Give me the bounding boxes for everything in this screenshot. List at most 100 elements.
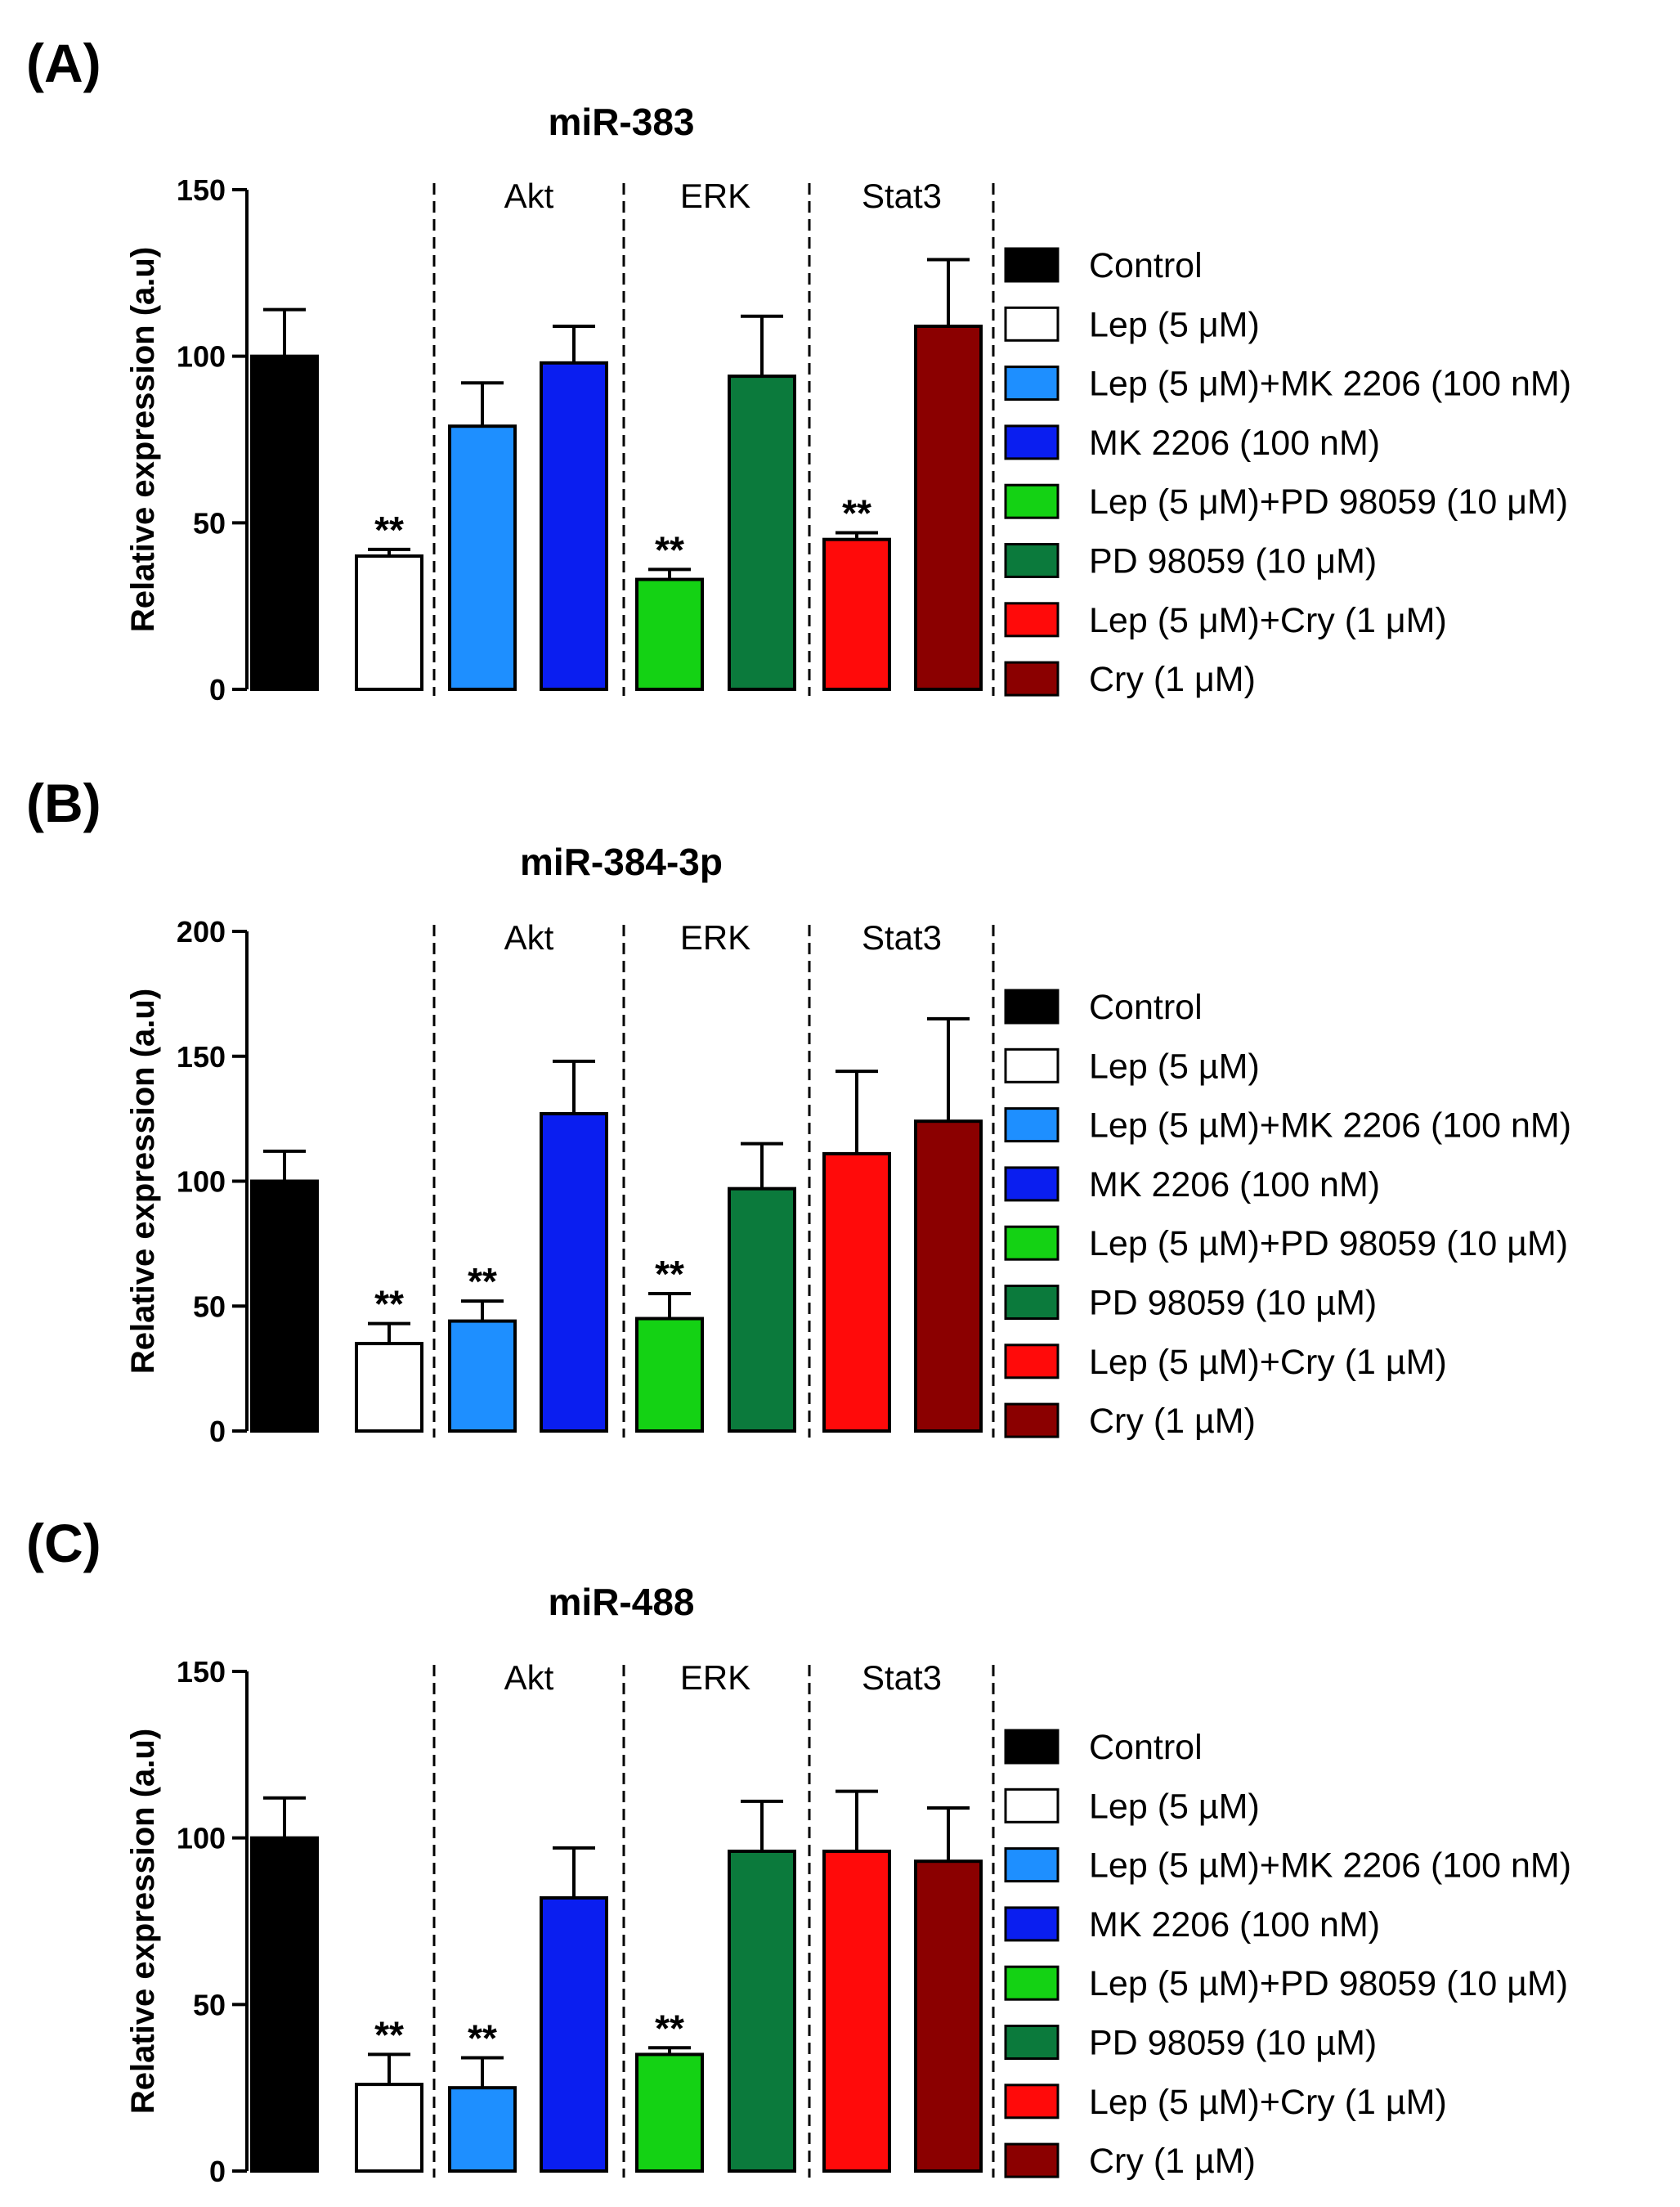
- legend-label: Lep (5 μM): [1089, 305, 1260, 344]
- group-label-stat3: Stat3: [862, 918, 942, 957]
- y-tick-label: 200: [177, 915, 226, 949]
- bar: [448, 1319, 517, 1433]
- bar: [355, 2083, 423, 2173]
- legend-swatch: [1004, 1285, 1060, 1320]
- legend-label: Lep (5 µM): [1089, 1047, 1260, 1086]
- legend-label: Control: [1089, 246, 1203, 285]
- legend-label: Cry (1 µM): [1089, 1402, 1256, 1441]
- significance-marker: **: [655, 2007, 684, 2049]
- legend-swatch: [1004, 1402, 1060, 1438]
- bar: [540, 361, 608, 691]
- bar: [448, 424, 517, 691]
- legend-swatch: [1004, 483, 1060, 519]
- legend-label: Lep (5 µM)+MK 2206 (100 nM): [1089, 1106, 1571, 1146]
- y-tick-label: 0: [209, 2155, 226, 2188]
- significance-marker: **: [468, 1260, 497, 1303]
- group-label-erk: ERK: [680, 1658, 750, 1697]
- bar: [822, 1151, 891, 1433]
- legend-swatch: [1004, 1107, 1060, 1143]
- legend-label: PD 98059 (10 µM): [1089, 1284, 1377, 1323]
- y-tick-label: 0: [209, 673, 226, 707]
- legend-label: Lep (5 μM)+PD 98059 (10 μM): [1089, 482, 1568, 522]
- legend-label: Lep (5 µM)+PD 98059 (10 µM): [1089, 1224, 1568, 1263]
- bar: [728, 1186, 796, 1433]
- group-label-stat3: Stat3: [862, 177, 942, 215]
- legend-swatch: [1004, 602, 1060, 638]
- group-label-akt: Akt: [504, 177, 554, 215]
- bar: [914, 1119, 983, 1433]
- significance-marker: **: [468, 2017, 497, 2060]
- group-label-erk: ERK: [680, 918, 750, 957]
- bar: [914, 1859, 983, 2173]
- group-label-akt: Akt: [504, 918, 554, 957]
- group-label-stat3: Stat3: [862, 1658, 942, 1697]
- chart-title: miR-383: [549, 101, 695, 143]
- legend-swatch: [1004, 1729, 1060, 1765]
- significance-marker: **: [655, 528, 684, 571]
- legend-swatch: [1004, 2084, 1060, 2120]
- significance-marker: **: [655, 1253, 684, 1295]
- bar: [822, 537, 891, 692]
- legend-label: Lep (5 µM)+Cry (1 µM): [1089, 2083, 1447, 2122]
- y-tick-label: 50: [193, 506, 226, 540]
- legend-swatch: [1004, 1847, 1060, 1883]
- chart-title: miR-488: [549, 1581, 695, 1623]
- legend-swatch: [1004, 1343, 1060, 1379]
- legend-swatch: [1004, 661, 1060, 697]
- bar: [540, 1895, 608, 2173]
- chart-panel-c: (C) miR-488 Relative expression (a.u) 0 50 10…: [26, 1513, 1571, 2188]
- chart-panel-a: (A) miR-383 Relative expression (a.u) 0 50 10…: [26, 33, 1571, 707]
- bar: [635, 2052, 704, 2173]
- y-tick-label: 150: [177, 1040, 226, 1074]
- legend-label: Lep (5 μM)+Cry (1 μM): [1089, 601, 1447, 640]
- bar: [728, 375, 796, 691]
- chart-title: miR-384-3p: [520, 841, 723, 883]
- bar: [448, 2086, 517, 2173]
- legend-label: Lep (5 µM)+Cry (1 µM): [1089, 1343, 1447, 1382]
- panel-label: (B): [26, 773, 101, 833]
- legend-label: Cry (1 μM): [1089, 660, 1256, 699]
- y-tick-label: 100: [177, 1165, 226, 1199]
- bar: [540, 1112, 608, 1433]
- bar: [250, 1179, 319, 1433]
- legend-label: Lep (5 µM): [1089, 1787, 1260, 1826]
- bar: [728, 1849, 796, 2173]
- group-label-erk: ERK: [680, 177, 750, 215]
- group-label-akt: Akt: [504, 1658, 554, 1697]
- legend-label: Lep (5 µM)+MK 2206 (100 nM): [1089, 1846, 1571, 1886]
- y-tick-label: 50: [193, 1290, 226, 1323]
- legend-swatch: [1004, 306, 1060, 342]
- legend-swatch: [1004, 424, 1060, 460]
- legend-label: Lep (5 µM)+PD 98059 (10 µM): [1089, 1964, 1568, 2003]
- bar: [355, 1342, 423, 1433]
- y-tick-label: 0: [209, 1415, 226, 1448]
- y-axis-title: Relative expression (a.u): [125, 1729, 161, 2114]
- significance-marker: **: [374, 1283, 404, 1326]
- bar: [822, 1849, 891, 2173]
- bar: [635, 577, 704, 692]
- significance-marker: **: [374, 509, 404, 551]
- y-tick-label: 150: [177, 1655, 226, 1689]
- legend-swatch: [1004, 543, 1060, 578]
- legend-swatch: [1004, 1047, 1060, 1083]
- y-tick-label: 100: [177, 340, 226, 374]
- legend-swatch: [1004, 1225, 1060, 1261]
- legend-swatch: [1004, 1166, 1060, 1202]
- panel-label: (C): [26, 1513, 101, 1573]
- legend-swatch: [1004, 2142, 1060, 2178]
- y-tick-label: 50: [193, 1988, 226, 2021]
- bar: [914, 325, 983, 691]
- legend-label: Control: [1089, 1728, 1203, 1767]
- significance-marker: **: [842, 492, 871, 535]
- legend-swatch: [1004, 1906, 1060, 1942]
- legend-label: MK 2206 (100 nM): [1089, 1905, 1380, 1945]
- significance-marker: **: [374, 2013, 404, 2056]
- legend-label: Lep (5 μM)+MK 2206 (100 nM): [1089, 365, 1571, 404]
- y-axis-title: Relative expression (a.u): [125, 989, 161, 1374]
- legend-label: PD 98059 (10 μM): [1089, 542, 1377, 581]
- legend-swatch: [1004, 1788, 1060, 1823]
- bar: [250, 1836, 319, 2173]
- panel-label: (A): [26, 33, 101, 93]
- legend-swatch: [1004, 989, 1060, 1025]
